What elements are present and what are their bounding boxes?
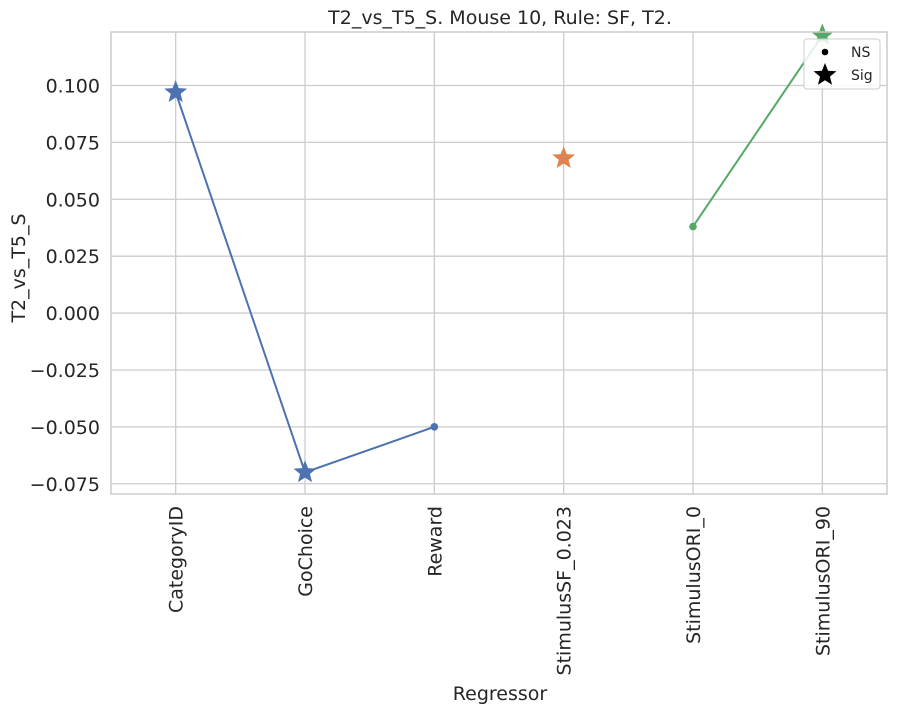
ns-dot-marker	[689, 222, 697, 231]
y-tick-label: −0.075	[30, 474, 100, 496]
x-tick-label: Reward	[424, 506, 446, 577]
grid-lines	[111, 32, 887, 494]
plot-frame	[110, 31, 888, 495]
x-tick-label: CategoryID	[166, 506, 188, 613]
y-tick-label: 0.000	[46, 303, 100, 325]
y-tick-label: −0.025	[30, 360, 100, 382]
legend: NS Sig	[803, 38, 881, 90]
data-markers	[164, 23, 834, 483]
x-tick-label: StimulusSF_0.023	[554, 506, 576, 675]
x-tick-label: GoChoice	[295, 506, 317, 597]
significant-star-marker	[164, 80, 188, 103]
legend-label: Sig	[851, 68, 873, 84]
y-axis-title: T2_vs_T5_S	[8, 213, 30, 323]
series-lines	[174, 34, 824, 474]
x-tick-label: StimulusORI_90	[812, 506, 834, 656]
x-tick-label: StimulusORI_0	[683, 506, 705, 644]
y-tick-label: 0.100	[46, 75, 100, 97]
y-tick-label: −0.050	[30, 417, 100, 439]
x-tick-labels: CategoryID GoChoice Reward StimulusSF_0.023…	[166, 506, 835, 675]
chart-title: T2_vs_T5_S. Mouse 10, Rule: SF, T2.	[327, 7, 672, 29]
x-axis-title: Regressor	[453, 683, 548, 705]
significant-star-marker	[293, 460, 317, 483]
y-tick-label: 0.050	[46, 189, 100, 211]
significant-star-marker	[810, 23, 834, 46]
series-line	[692, 34, 824, 228]
legend-label: NS	[851, 45, 870, 61]
significant-star-marker	[552, 146, 576, 169]
y-tick-label: 0.075	[46, 132, 100, 154]
legend-star-icon	[813, 63, 837, 85]
legend-dot-icon	[821, 48, 829, 56]
ns-dot-marker	[430, 423, 439, 431]
y-tick-labels: −0.075 −0.050 −0.025 0.000 0.025 0.050 0.075 0.…	[30, 75, 100, 495]
y-tick-label: 0.025	[46, 246, 100, 268]
